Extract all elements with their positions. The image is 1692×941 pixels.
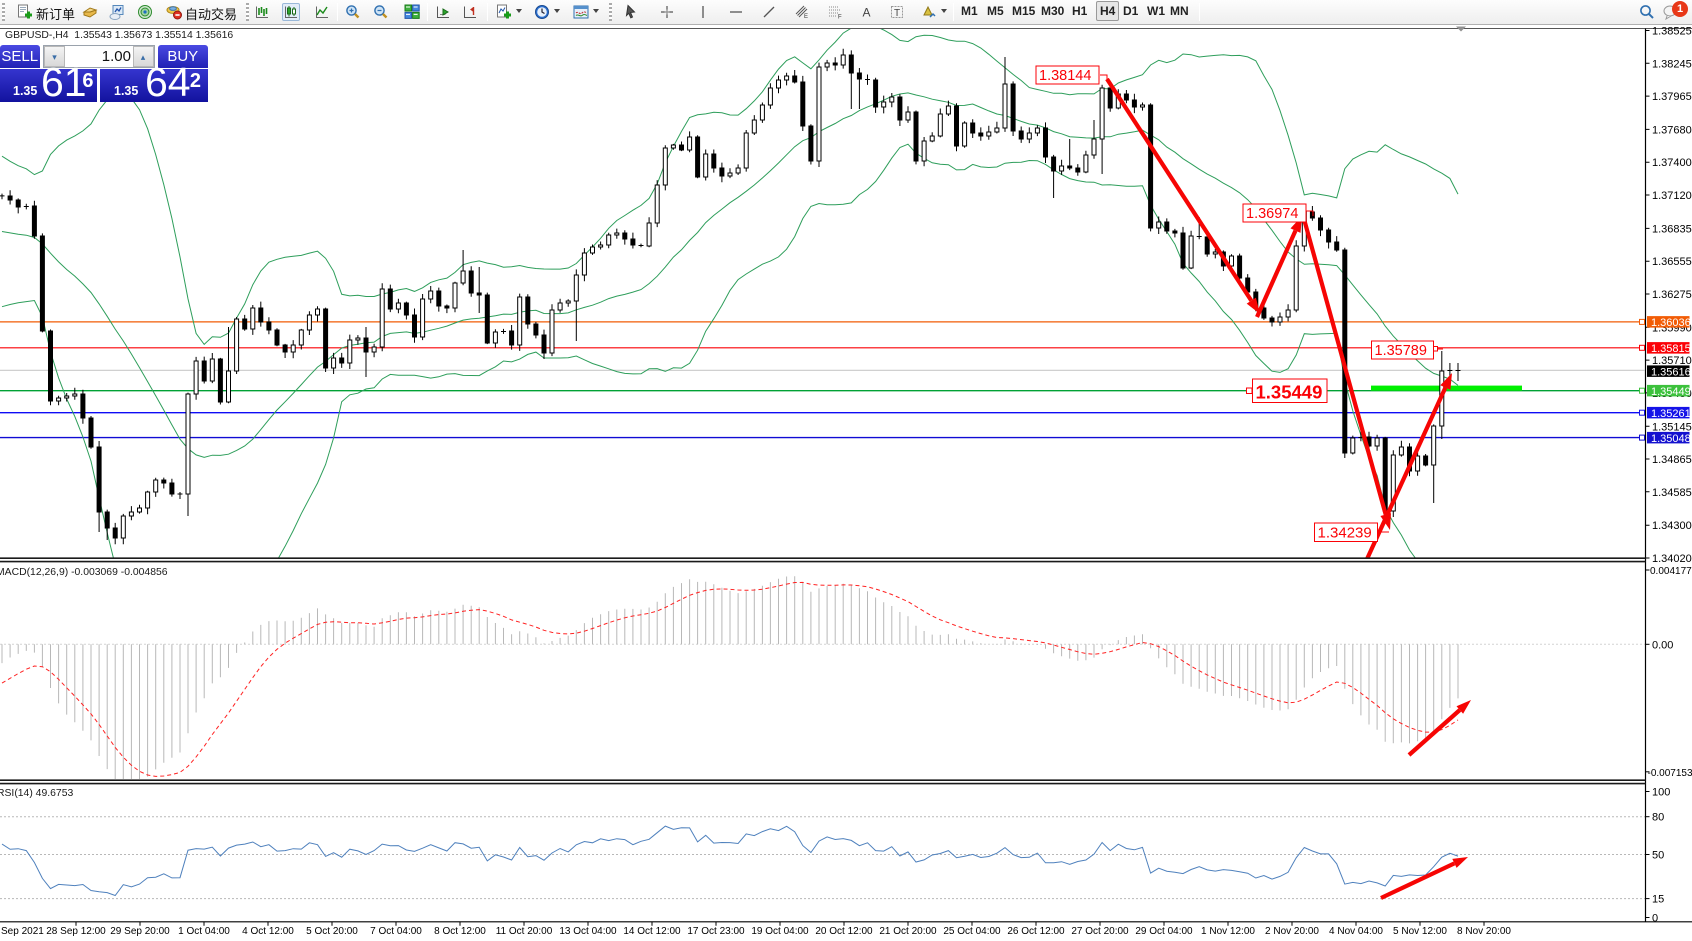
- svg-text:MACD(12,26,9) -0.003069 -0.004: MACD(12,26,9) -0.003069 -0.004856: [0, 567, 168, 578]
- svg-text:1 Nov 12:00: 1 Nov 12:00: [1201, 926, 1255, 937]
- svg-text:20 Oct 12:00: 20 Oct 12:00: [815, 926, 873, 937]
- svg-text:0: 0: [1652, 913, 1658, 925]
- svg-text:1.35261: 1.35261: [1651, 408, 1691, 420]
- svg-text:1.35710: 1.35710: [1652, 355, 1692, 367]
- svg-text:100: 100: [1652, 787, 1670, 799]
- svg-text:1.35449: 1.35449: [1651, 386, 1691, 398]
- svg-text:13 Oct 04:00: 13 Oct 04:00: [559, 926, 617, 937]
- svg-text:1.37680: 1.37680: [1652, 124, 1692, 136]
- svg-text:1.35789: 1.35789: [1375, 343, 1427, 359]
- svg-text:0.004177: 0.004177: [1650, 566, 1692, 577]
- svg-text:1.37965: 1.37965: [1652, 91, 1692, 103]
- svg-text:21 Oct 20:00: 21 Oct 20:00: [879, 926, 937, 937]
- svg-text:T: T: [894, 8, 900, 19]
- svg-text:-0.007153: -0.007153: [1648, 768, 1692, 779]
- svg-text:5 Oct 20:00: 5 Oct 20:00: [306, 926, 358, 937]
- svg-text:1.34585: 1.34585: [1652, 487, 1692, 499]
- svg-text:F: F: [838, 15, 842, 21]
- svg-text:1.36555: 1.36555: [1652, 256, 1692, 268]
- svg-text:1.35145: 1.35145: [1652, 421, 1692, 433]
- svg-text:1.35815: 1.35815: [1651, 343, 1691, 355]
- svg-text:27 Oct 20:00: 27 Oct 20:00: [1071, 926, 1129, 937]
- svg-text:80: 80: [1652, 812, 1664, 824]
- svg-text:26 Oct 12:00: 26 Oct 12:00: [1007, 926, 1065, 937]
- svg-text:1.36835: 1.36835: [1652, 223, 1692, 235]
- svg-text:2 Nov 20:00: 2 Nov 20:00: [1265, 926, 1319, 937]
- svg-text:8 Oct 12:00: 8 Oct 12:00: [434, 926, 486, 937]
- svg-text:1.35449: 1.35449: [1256, 382, 1323, 403]
- svg-text:1.38144: 1.38144: [1039, 68, 1091, 84]
- svg-text:1.34865: 1.34865: [1652, 454, 1692, 466]
- svg-text:17 Oct 23:00: 17 Oct 23:00: [687, 926, 745, 937]
- svg-text:Sep 2021: Sep 2021: [1, 926, 44, 937]
- svg-text:28 Sep 12:00: 28 Sep 12:00: [46, 926, 106, 937]
- svg-text:29 Sep 20:00: 29 Sep 20:00: [110, 926, 170, 937]
- svg-text:RSI(14) 49.6753: RSI(14) 49.6753: [0, 788, 73, 799]
- svg-text:8 Nov 20:00: 8 Nov 20:00: [1457, 926, 1511, 937]
- svg-text:1.37120: 1.37120: [1652, 190, 1692, 202]
- svg-text:11 Oct 20:00: 11 Oct 20:00: [496, 926, 553, 937]
- svg-text:50: 50: [1652, 850, 1664, 862]
- svg-text:4 Nov 04:00: 4 Nov 04:00: [1329, 926, 1383, 937]
- svg-text:14 Oct 12:00: 14 Oct 12:00: [623, 926, 681, 937]
- svg-text:1.35048: 1.35048: [1651, 433, 1691, 445]
- svg-text:5 Nov 12:00: 5 Nov 12:00: [1393, 926, 1447, 937]
- svg-text:0.00: 0.00: [1652, 639, 1673, 651]
- svg-text:7 Oct 04:00: 7 Oct 04:00: [370, 926, 422, 937]
- svg-text:1.38245: 1.38245: [1652, 58, 1692, 70]
- svg-text:A: A: [863, 6, 871, 20]
- svg-text:1.35616: 1.35616: [1651, 366, 1691, 378]
- svg-text:E: E: [804, 14, 808, 20]
- svg-text:19 Oct 04:00: 19 Oct 04:00: [751, 926, 809, 937]
- svg-text:15: 15: [1652, 894, 1664, 906]
- svg-text:GBPUSD-,H4 1.35543 1.35673 1.: GBPUSD-,H4 1.35543 1.35673 1.35514 1.356…: [5, 30, 233, 41]
- svg-text:1.37400: 1.37400: [1652, 157, 1692, 169]
- svg-text:1.36036: 1.36036: [1651, 317, 1691, 329]
- svg-text:1.36974: 1.36974: [1246, 206, 1298, 222]
- svg-text:1.38525: 1.38525: [1652, 26, 1692, 38]
- svg-text:1 Oct 04:00: 1 Oct 04:00: [178, 926, 230, 937]
- svg-text:1.36275: 1.36275: [1652, 289, 1692, 301]
- svg-text:29 Oct 04:00: 29 Oct 04:00: [1135, 926, 1193, 937]
- svg-text:1.34020: 1.34020: [1652, 553, 1692, 565]
- svg-text:1.34300: 1.34300: [1652, 520, 1692, 532]
- svg-text:25 Oct 04:00: 25 Oct 04:00: [943, 926, 1001, 937]
- svg-text:1.34239: 1.34239: [1318, 525, 1372, 542]
- svg-text:4 Oct 12:00: 4 Oct 12:00: [242, 926, 294, 937]
